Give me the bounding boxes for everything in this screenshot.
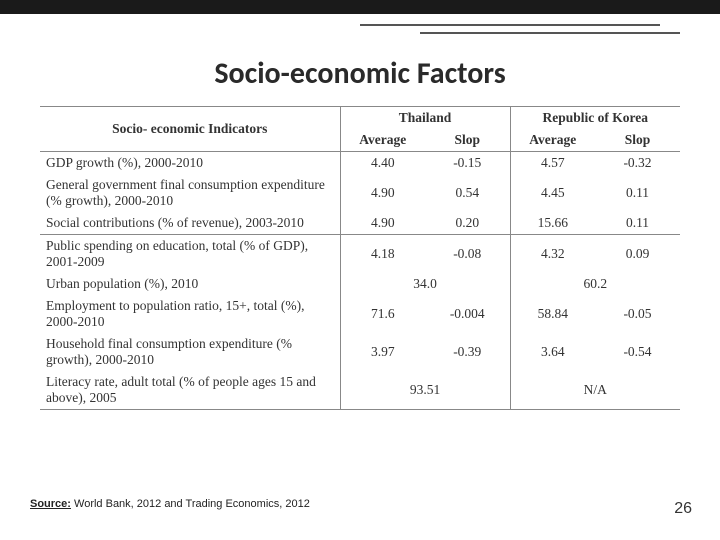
- value-cell: -0.08: [425, 235, 510, 274]
- value-cell: 4.90: [340, 174, 425, 212]
- value-single-kr: N/A: [510, 371, 680, 410]
- value-cell: 58.84: [510, 295, 595, 333]
- indicator-label: Urban population (%), 2010: [40, 273, 340, 295]
- value-cell: 0.09: [595, 235, 680, 274]
- value-single-th: 34.0: [340, 273, 510, 295]
- value-cell: 0.54: [425, 174, 510, 212]
- header-indicators: Socio- economic Indicators: [40, 107, 340, 152]
- value-cell: -0.15: [425, 152, 510, 175]
- data-table: Socio- economic Indicators Thailand Repu…: [40, 106, 680, 410]
- source-text: World Bank, 2012 and Trading Economics, …: [71, 498, 310, 510]
- indicator-label: Public spending on education, total (% o…: [40, 235, 340, 274]
- value-cell: -0.39: [425, 333, 510, 371]
- top-bar: [0, 0, 720, 14]
- value-cell: 71.6: [340, 295, 425, 333]
- value-cell: 0.11: [595, 212, 680, 235]
- value-cell: 3.97: [340, 333, 425, 371]
- value-cell: 4.45: [510, 174, 595, 212]
- value-cell: 0.20: [425, 212, 510, 235]
- value-single-kr: 60.2: [510, 273, 680, 295]
- value-cell: 4.18: [340, 235, 425, 274]
- indicator-label: Literacy rate, adult total (% of people …: [40, 371, 340, 410]
- value-cell: 3.64: [510, 333, 595, 371]
- source-citation: Source: World Bank, 2012 and Trading Eco…: [30, 498, 310, 510]
- decor-line-1: [360, 24, 660, 26]
- decor-line-2: [420, 32, 680, 34]
- indicator-label: GDP growth (%), 2000-2010: [40, 152, 340, 175]
- indicator-label: Social contributions (% of revenue), 200…: [40, 212, 340, 235]
- value-cell: -0.54: [595, 333, 680, 371]
- value-cell: -0.004: [425, 295, 510, 333]
- value-cell: 0.11: [595, 174, 680, 212]
- value-cell: 15.66: [510, 212, 595, 235]
- value-cell: 4.57: [510, 152, 595, 175]
- indicator-label: Employment to population ratio, 15+, tot…: [40, 295, 340, 333]
- value-single-th: 93.51: [340, 371, 510, 410]
- value-cell: -0.32: [595, 152, 680, 175]
- header-slop-2: Slop: [595, 129, 680, 152]
- page-number: 26: [674, 500, 692, 518]
- header-slop-1: Slop: [425, 129, 510, 152]
- indicator-label: General government final consumption exp…: [40, 174, 340, 212]
- header-country1: Thailand: [340, 107, 510, 130]
- indicator-label: Household final consumption expenditure …: [40, 333, 340, 371]
- source-label: Source:: [30, 498, 71, 510]
- slide-title: Socio-economic Factors: [0, 55, 720, 92]
- header-country2: Republic of Korea: [510, 107, 680, 130]
- value-cell: 4.40: [340, 152, 425, 175]
- value-cell: 4.90: [340, 212, 425, 235]
- header-avg-1: Average: [340, 129, 425, 152]
- value-cell: 4.32: [510, 235, 595, 274]
- value-cell: -0.05: [595, 295, 680, 333]
- header-avg-2: Average: [510, 129, 595, 152]
